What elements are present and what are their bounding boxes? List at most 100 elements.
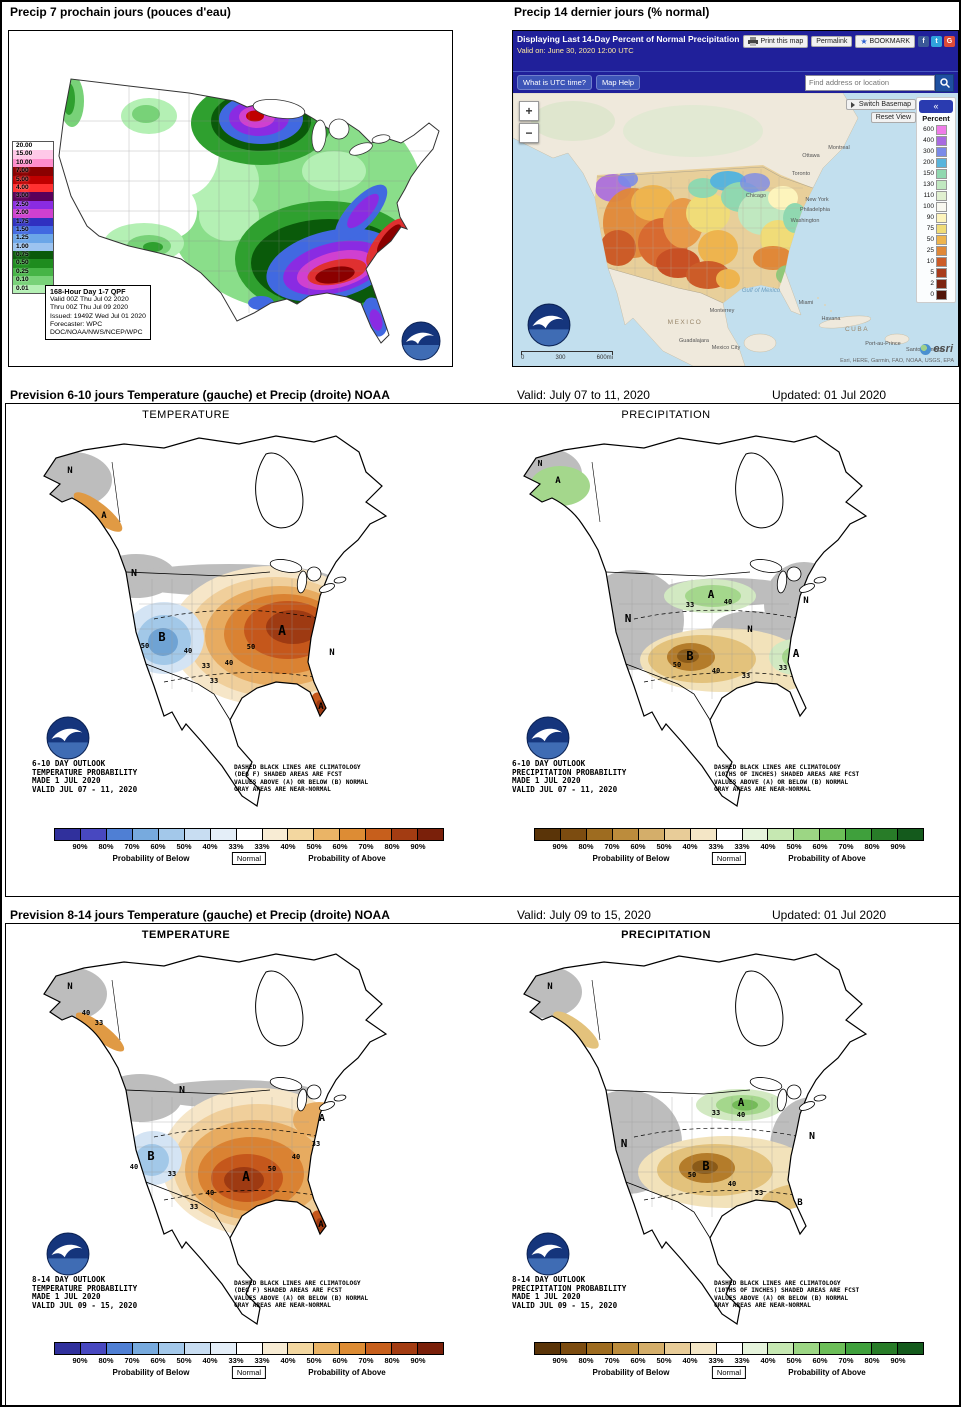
scale-cell [210,1343,237,1354]
scale-cell [794,1343,821,1354]
city-label: Mexico City [712,345,741,351]
scale-cell [262,829,289,840]
switch-basemap-button[interactable]: Switch Basemap [845,99,916,110]
scale-cell [872,829,899,840]
scale-cell [340,1343,367,1354]
map-annotation: A [318,702,324,712]
text-line: MADE 1 JUL 2020 [32,1292,101,1302]
scale-tick-label: 90% [72,1356,88,1365]
map-annotation: 33 [712,1109,720,1117]
scale-cell [535,1343,561,1354]
scale-ticks: 90% 80% 70% 60% 50% 40% 33% 33% 40% 50% 60% 70% 80% 9… [54,841,444,852]
legend-swatch [936,256,947,267]
share-G-icon[interactable]: G [944,36,955,47]
scale-cell [288,829,315,840]
zoom-out-button[interactable]: − [519,123,539,143]
share-t-icon[interactable]: t [931,36,942,47]
outlook-814-valid: Valid: July 09 to 15, 2020 [517,908,651,922]
scale-cell [846,1343,873,1354]
scale-cell [716,829,743,840]
qpf-legend-row: 15.00 [13,150,53,159]
legend-row: 110 [919,190,953,201]
city-label: Toronto [792,171,810,177]
legend-swatch [936,168,947,179]
share-f-icon[interactable]: f [918,36,929,47]
print-button[interactable]: Print this map [743,35,809,48]
scale-captions: Probability of Below Normal Probability of… [534,1366,924,1382]
qpf-legend-row: 5.00 [13,175,53,184]
precipitation-map-title: PRECIPITATION [621,409,711,421]
city-label: CUBA [845,326,869,333]
legend-value: 0 [930,291,934,298]
probability-above-caption: Probability of Above [308,854,386,863]
scale-cell [418,829,444,840]
legend-collapse-button[interactable]: « [919,100,953,113]
scale-cell [262,1343,289,1354]
qpf-info-lines: Valid 00Z Thu Jul 02 2020 Thru 00Z Thu Ju… [50,296,146,337]
legend-swatch [936,223,947,234]
temp-610-notes: DASHED BLACK LINES ARE CLIMATOLOGY (DEG F… [234,764,368,794]
scale-tick-label: 70% [358,842,374,851]
permalink-button[interactable]: Permalink [811,36,853,47]
map-annotation: N [747,625,752,635]
map-annotation: N [179,1085,185,1096]
scale-tick-label: 60% [812,842,828,851]
legend-swatch [936,124,947,135]
noaa-logo [46,1232,90,1276]
scale-0: 0 [521,355,525,361]
map-annotation: 40 [130,1163,138,1171]
temperature-map-title: TEMPERATURE [142,409,230,421]
search-button[interactable] [935,73,954,92]
outlook-814-header: Prevision 8-14 jours Temperature (gauche… [10,908,390,922]
search-input[interactable] [805,74,935,91]
zoom-in-button[interactable]: + [519,101,539,121]
scale-tick-label: 50% [786,1356,802,1365]
text-line: 8-14 DAY OUTLOOK [512,1275,586,1284]
map-annotation: N [131,568,137,579]
switch-basemap-label: Switch Basemap [858,101,911,108]
scale-tick-label: 50% [306,1356,322,1365]
scale-cell [184,829,211,840]
text-line: MADE 1 JUL 2020 [512,776,581,786]
esri-label: esri [933,343,953,355]
map-banner: Displaying Last 14-Day Percent of Normal… [513,31,958,71]
map-annotation: N [538,459,543,468]
legend-value: 300 [923,148,934,155]
scale-300: 300 [555,355,566,361]
percent-normal-map[interactable]: Ottawa Montreal Toronto New York Philadelphi… [513,93,958,366]
legend-row: 75 [919,223,953,234]
legend-swatch [936,267,947,278]
map-annotation: N [67,982,72,992]
zoom-controls: + − [519,101,539,143]
normal-label: Normal [231,1366,267,1379]
probability-above-caption: Probability of Above [788,1368,866,1377]
precip-814-shaded-regions [524,966,854,1211]
scale-cell [184,1343,211,1354]
legend-row: 50 [919,234,953,245]
scale-ticks: 90% 80% 70% 60% 50% 40% 33% 33% 40% 50% 60% 70% 80% 9… [534,1355,924,1366]
reset-view-button[interactable]: Reset View [870,112,916,123]
utc-time-button[interactable]: What is UTC time? [517,75,592,90]
scale-tick-label: 60% [812,1356,828,1365]
map-annotation: N [809,1131,815,1142]
map-help-button[interactable]: Map Help [595,75,641,90]
map-annotation: 33 [190,1203,198,1211]
legend-value: 5 [930,269,934,276]
scale-cell [158,1343,185,1354]
map-annotation: A [738,1096,745,1109]
scale-tick-label: 60% [332,1356,348,1365]
scale-tick-label: 90% [552,1356,568,1365]
state-borders [597,169,803,303]
scale-captions: Probability of Below Normal Probability of… [54,1366,444,1382]
text-line: GRAY AREAS ARE NEAR-NORMAL [714,786,811,794]
normal-label: Normal [231,852,267,865]
text-line: PRECIPITATION PROBABILITY [512,767,627,777]
bookmark-button[interactable]: ★ BOOKMARK [855,35,915,48]
text-line: VALID JUL 07 - 11, 2020 [512,784,618,794]
map-annotation: B [686,649,693,663]
pct-panel-title: Precip 14 dernier jours (% normal) [514,5,710,19]
map-annotation: 33 [779,664,787,672]
scale-cell [872,1343,899,1354]
text-line: DASHED BLACK LINES ARE CLIMATOLOGY [714,1280,841,1287]
scale-cell [106,1343,133,1354]
